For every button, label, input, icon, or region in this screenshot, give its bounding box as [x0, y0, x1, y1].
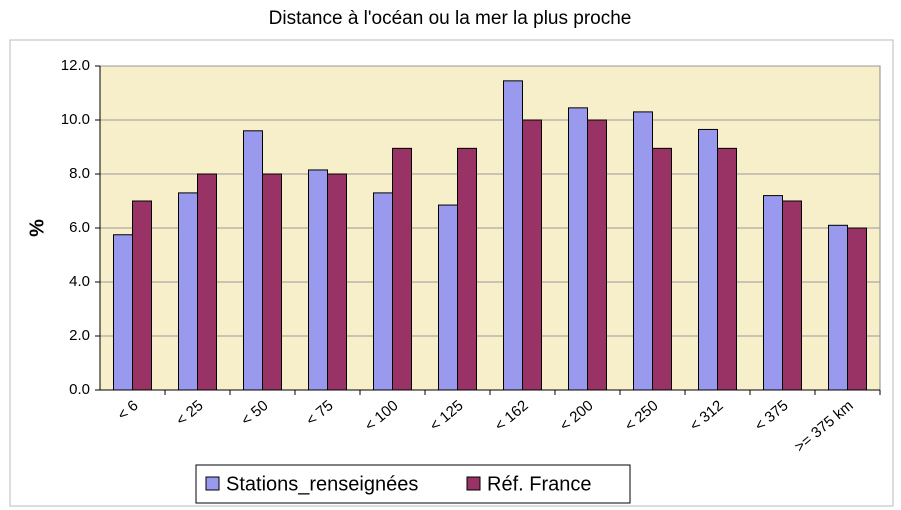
bar: [847, 227, 867, 391]
bar: [132, 200, 152, 391]
bar: [717, 147, 737, 391]
bar: [113, 234, 133, 391]
bar: [262, 173, 282, 391]
bar: [392, 147, 412, 391]
bar: [828, 224, 848, 391]
y-tick-label: 4.0: [69, 273, 90, 290]
bar: [763, 195, 783, 391]
legend-swatch: [466, 476, 481, 491]
bar: [308, 169, 328, 391]
y-tick-label: 8.0: [69, 165, 90, 182]
legend-swatch: [205, 476, 220, 491]
bar: [178, 192, 198, 391]
y-axis-label: %: [26, 219, 48, 237]
y-tick-label: 6.0: [69, 219, 90, 236]
bar: [652, 147, 672, 391]
bar: [568, 107, 588, 391]
legend: [195, 464, 631, 504]
bar: [633, 111, 653, 391]
bar: [438, 204, 458, 391]
bar: [698, 128, 718, 391]
bar: [782, 200, 802, 391]
chart-title: Distance à l'océan ou la mer la plus pro…: [269, 8, 632, 29]
y-tick-label: 10.0: [61, 111, 90, 128]
legend-label: Stations_renseignées: [226, 473, 418, 495]
bar: [587, 119, 607, 391]
bar: [522, 119, 542, 391]
bar: [373, 192, 393, 391]
y-tick-label: 12.0: [61, 57, 90, 74]
bar: [503, 80, 523, 391]
bar: [457, 147, 477, 391]
y-tick-label: 2.0: [69, 327, 90, 344]
bar: [197, 173, 217, 391]
bar: [243, 130, 263, 391]
bar: [327, 173, 347, 391]
legend-label: Réf. France: [487, 473, 591, 495]
y-tick-label: 0.0: [69, 381, 90, 398]
